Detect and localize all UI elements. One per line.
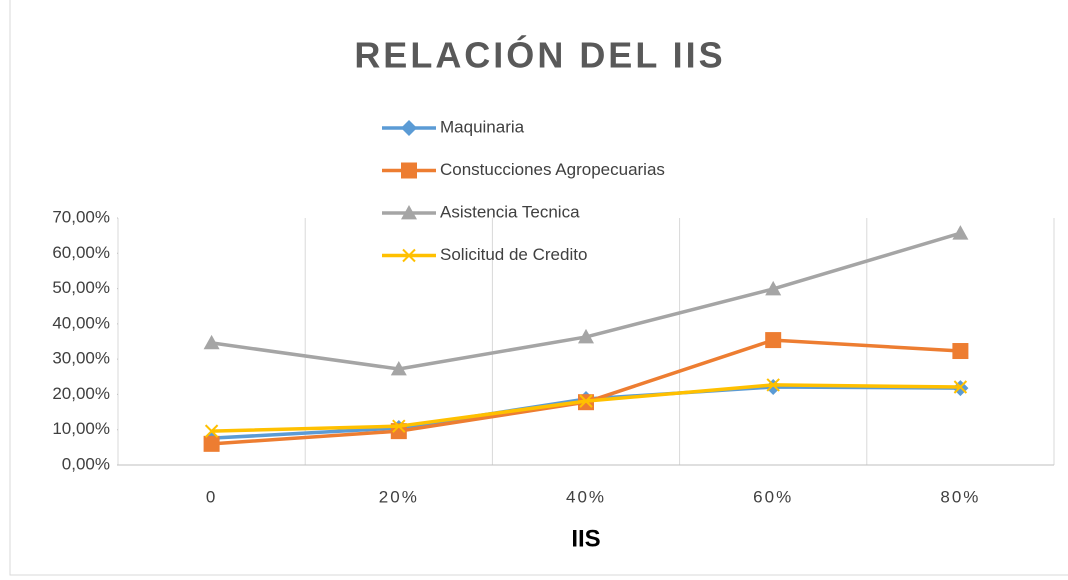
- x-tick-label: 20%: [379, 487, 419, 506]
- y-tick-label: 50,00%: [52, 278, 110, 297]
- legend-marker: [401, 162, 417, 179]
- point-marker: [766, 378, 780, 392]
- legend-marker: [402, 248, 416, 263]
- x-tick-label: 0: [206, 487, 217, 506]
- legend-marker: [401, 120, 417, 136]
- y-tick-label: 60,00%: [52, 243, 110, 262]
- chart-title: RELACIÓN DEL IIS: [354, 34, 725, 76]
- x-axis-label: IIS: [571, 525, 600, 552]
- legend-label: Constucciones Agropecuarias: [440, 160, 665, 179]
- y-tick-label: 70,00%: [52, 207, 110, 226]
- x-tick-label: 80%: [940, 487, 980, 506]
- y-tick-label: 40,00%: [52, 313, 110, 332]
- point-marker: [203, 334, 220, 350]
- x-tick-label: 60%: [753, 487, 793, 506]
- y-tick-label: 10,00%: [52, 419, 110, 438]
- point-marker: [392, 419, 406, 433]
- legend-marker: [401, 205, 417, 220]
- y-tick-label: 0,00%: [62, 454, 110, 473]
- point-marker: [952, 343, 969, 360]
- point-marker: [952, 225, 969, 240]
- legend-label: Asistencia Tecnica: [440, 202, 580, 221]
- point-marker: [203, 435, 220, 452]
- chart-border: [9, 0, 1068, 576]
- point-marker: [765, 280, 782, 296]
- y-tick-label: 30,00%: [52, 349, 110, 368]
- x-tick-label: 40%: [566, 487, 606, 506]
- point-marker: [765, 379, 782, 396]
- point-marker: [579, 394, 593, 408]
- y-tick-label: 20,00%: [52, 384, 110, 403]
- legend-label: Maquinaria: [440, 117, 525, 136]
- point-marker: [765, 332, 782, 349]
- point-marker: [390, 361, 407, 376]
- point-marker: [204, 424, 219, 438]
- legend-label: Solicitud de Credito: [440, 245, 587, 264]
- point-marker: [578, 328, 594, 344]
- point-marker: [953, 380, 968, 394]
